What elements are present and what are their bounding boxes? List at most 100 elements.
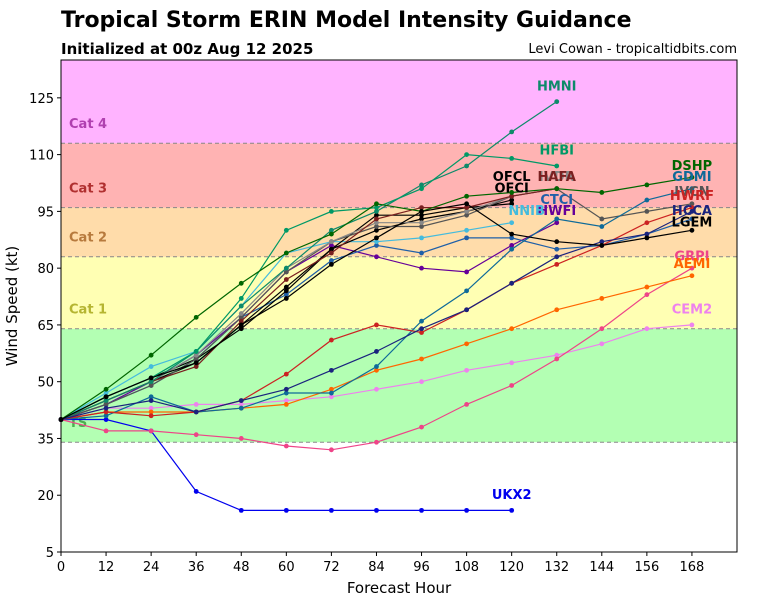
label-cem2: CEM2 xyxy=(672,303,712,318)
point-ivcn xyxy=(689,201,695,207)
point-ukx2 xyxy=(283,507,289,513)
point-grpi xyxy=(238,436,244,441)
point-grpi xyxy=(509,383,515,388)
series-cem2 xyxy=(58,322,695,422)
point-ofcl xyxy=(283,288,289,294)
y-tick-label: 50 xyxy=(37,376,54,391)
point-cem2 xyxy=(464,367,469,373)
point-ukx2 xyxy=(509,507,515,513)
point-gdmi xyxy=(103,413,109,419)
point-ofcl xyxy=(238,326,244,332)
point-hmni xyxy=(419,182,424,188)
band-label-cat-2: Cat 2 xyxy=(69,231,107,246)
x-tick-label: 72 xyxy=(323,560,340,575)
point-hcca xyxy=(193,409,199,415)
point-grpi xyxy=(148,428,154,434)
point-dshp xyxy=(599,190,605,195)
point-ivcn xyxy=(103,402,109,407)
point-cem2 xyxy=(148,405,154,411)
band-cat-1 xyxy=(61,256,737,329)
point-gdmi xyxy=(689,186,695,192)
point-hafa xyxy=(193,364,199,369)
point-ivcn xyxy=(644,208,650,214)
point-hmni xyxy=(329,227,334,233)
point-hcca xyxy=(148,398,154,404)
label-hfbi: HFBI xyxy=(539,144,574,159)
point-grpi xyxy=(464,402,469,407)
label-nnib: NNIB xyxy=(508,204,545,219)
point-hmni xyxy=(554,99,560,105)
point-hcca xyxy=(509,280,515,286)
label-ofcl: OFCL xyxy=(493,170,531,185)
label-gdmi: GDMI xyxy=(672,170,711,185)
series-aemi xyxy=(58,273,695,422)
point-nnib xyxy=(374,239,379,245)
point-grpi xyxy=(283,443,289,449)
point-ivcn xyxy=(283,269,289,275)
point-lgem xyxy=(103,394,109,400)
point-grpi xyxy=(599,326,605,332)
point-hafa xyxy=(283,277,289,282)
point-ukx2 xyxy=(419,507,424,513)
band-label-cat-4: Cat 4 xyxy=(69,117,107,132)
point-hcca xyxy=(599,239,605,245)
point-lgem xyxy=(509,231,515,237)
point-ivcn xyxy=(599,216,605,222)
point-gdmi xyxy=(554,216,560,222)
point-grpi xyxy=(374,439,379,445)
point-hafa xyxy=(374,216,379,222)
chart-credit: Levi Cowan - tropicaltidbits.com xyxy=(528,42,737,57)
point-gdmi xyxy=(329,390,334,396)
point-dshp xyxy=(238,280,244,286)
x-tick-label: 36 xyxy=(188,560,205,575)
point-lgem xyxy=(644,235,650,241)
point-hwfi xyxy=(374,254,379,260)
x-tick-label: 156 xyxy=(634,560,659,575)
point-ctci xyxy=(419,250,424,256)
label-ctci: CTCI xyxy=(540,193,573,208)
label-dshp: DSHP xyxy=(672,159,713,174)
point-ivcn xyxy=(238,314,244,320)
point-lgem xyxy=(148,375,154,381)
point-ivdr xyxy=(238,311,244,316)
x-tick-label: 132 xyxy=(544,560,569,575)
series-dshp xyxy=(58,174,695,422)
point-nnib xyxy=(464,227,469,233)
point-aemi xyxy=(689,273,695,279)
point-hfbi xyxy=(329,208,334,214)
point-ivcn xyxy=(148,383,154,388)
y-tick-label: 20 xyxy=(37,489,54,504)
label-grpi: GRPI xyxy=(674,250,709,265)
point-hwrf xyxy=(148,413,154,419)
label-hcca: HCCA xyxy=(672,204,712,219)
x-tick-label: 60 xyxy=(278,560,295,575)
point-dshp xyxy=(148,352,154,358)
point-ivdr xyxy=(464,208,469,214)
x-tick-label: 108 xyxy=(454,560,479,575)
point-ukx2 xyxy=(238,507,244,513)
point-dshp xyxy=(509,190,515,195)
y-axis: 5 20 35 50 65 80 95 110 125 xyxy=(29,92,61,561)
point-ukx2 xyxy=(329,507,334,513)
point-aemi xyxy=(283,402,289,407)
point-ofci xyxy=(374,227,379,233)
point-hwrf xyxy=(419,330,424,335)
point-hwrf xyxy=(103,409,109,415)
point-ofci xyxy=(283,284,289,290)
point-hafa xyxy=(509,193,515,199)
point-dshp xyxy=(374,201,379,207)
point-hfbi xyxy=(419,186,424,192)
point-ofcl xyxy=(329,246,334,252)
point-lgem xyxy=(689,227,695,233)
point-ofcl xyxy=(509,201,515,207)
point-hmni xyxy=(464,163,469,169)
point-hmni xyxy=(283,265,289,271)
x-axis: 0 12 24 36 48 60 72 84 96 108 120 132 144 156 168 xyxy=(57,552,704,575)
point-hfbi xyxy=(193,349,199,354)
plot-frame xyxy=(60,59,738,553)
point-aemi xyxy=(599,296,605,301)
point-hafa xyxy=(238,318,244,324)
point-grpi xyxy=(689,265,695,271)
point-ivcn xyxy=(193,356,199,362)
